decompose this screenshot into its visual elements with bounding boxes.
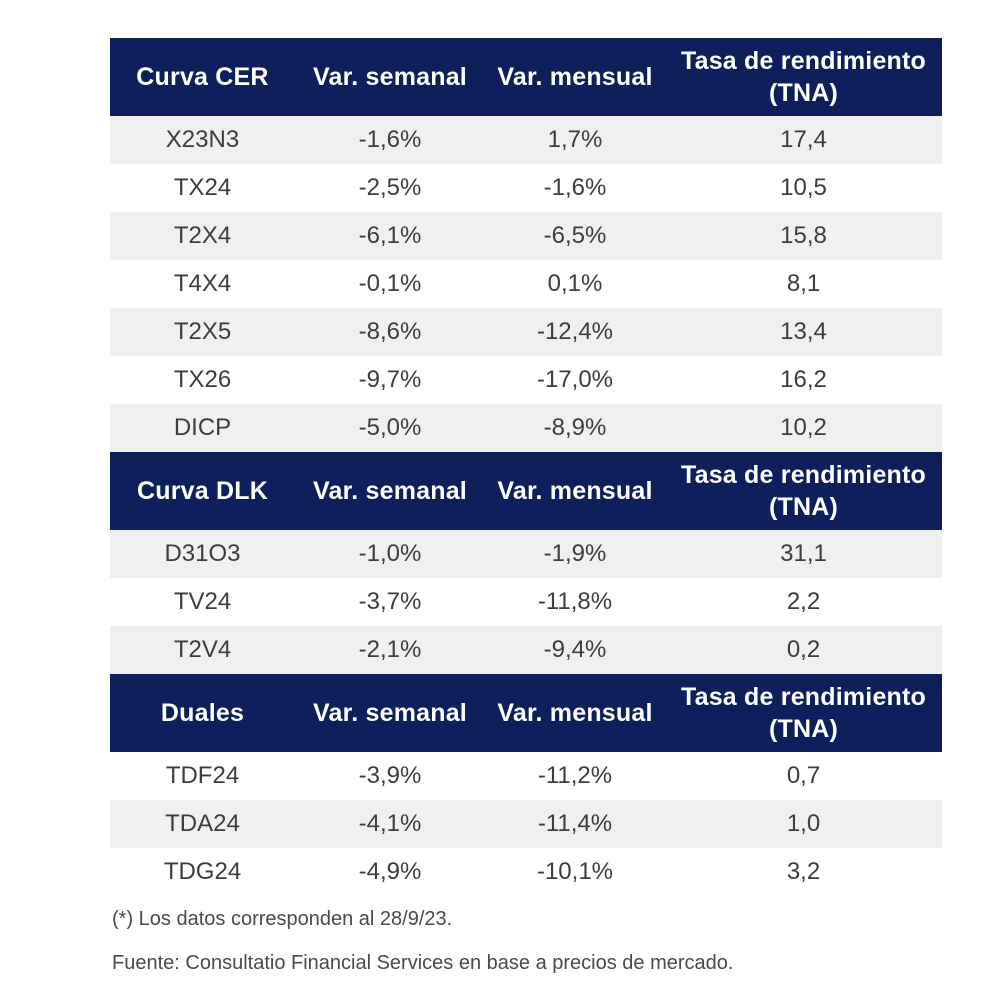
yield-cell: 0,2 <box>786 636 821 663</box>
ticker-cell: T2V4 <box>173 636 232 663</box>
monthly-var-cell: -11,2% <box>537 762 613 789</box>
ticker-cell: T2X4 <box>173 222 232 249</box>
header-monthly-var: Var. mensual <box>497 63 653 91</box>
yield-cell: 3,2 <box>786 858 821 885</box>
table-row: TV24 -3,7% -11,8% 2,2 <box>110 578 942 626</box>
header-yield-rate: Tasa de rendimiento (TNA) <box>680 47 927 107</box>
table-row: T2X5 -8,6% -12,4% 13,4 <box>110 308 942 356</box>
monthly-var-cell: -11,4% <box>537 810 613 837</box>
header-curve-name: Duales <box>160 699 245 727</box>
monthly-var-cell: -1,9% <box>543 540 607 567</box>
table-row: TDA24 -4,1% -11,4% 1,0 <box>110 800 942 848</box>
yield-cell: 15,8 <box>780 222 827 249</box>
table-row: T4X4 -0,1% 0,1% 8,1 <box>110 260 942 308</box>
monthly-var-cell: -6,5% <box>543 222 607 249</box>
bond-table: Curva CER Var. semanal Var. mensual Tasa… <box>110 38 942 896</box>
yield-cell: 31,1 <box>780 540 827 567</box>
table-row: DICP -5,0% -8,9% 10,2 <box>110 404 942 452</box>
header-yield-rate: Tasa de rendimiento (TNA) <box>680 683 927 743</box>
table-row: T2V4 -2,1% -9,4% 0,2 <box>110 626 942 674</box>
ticker-cell: TX26 <box>173 366 232 393</box>
table-row: TDF24 -3,9% -11,2% 0,7 <box>110 752 942 800</box>
weekly-var-cell: -1,6% <box>358 126 422 153</box>
monthly-var-cell: -10,1% <box>536 858 614 885</box>
yield-cell: 8,1 <box>786 270 821 297</box>
monthly-var-cell: -1,6% <box>543 174 607 201</box>
weekly-var-cell: -0,1% <box>358 270 422 297</box>
section-header-duales: Duales Var. semanal Var. mensual Tasa de… <box>110 674 942 752</box>
monthly-var-cell: -8,9% <box>543 414 607 441</box>
section-header-cer: Curva CER Var. semanal Var. mensual Tasa… <box>110 38 942 116</box>
weekly-var-cell: -9,7% <box>358 366 422 393</box>
yield-cell: 10,5 <box>780 174 827 201</box>
yield-cell: 10,2 <box>780 414 827 441</box>
weekly-var-cell: -3,9% <box>358 762 422 789</box>
ticker-cell: TDF24 <box>165 762 240 789</box>
ticker-cell: TV24 <box>173 588 232 615</box>
source-note: Fuente: Consultatio Financial Services e… <box>112 952 734 974</box>
monthly-var-cell: 0,1% <box>547 270 603 297</box>
monthly-var-cell: -9,4% <box>543 636 607 663</box>
yield-cell: 2,2 <box>786 588 821 615</box>
weekly-var-cell: -6,1% <box>358 222 422 249</box>
header-curve-name: Curva CER <box>136 63 269 91</box>
weekly-var-cell: -4,1% <box>358 810 422 837</box>
table-row: X23N3 -1,6% 1,7% 17,4 <box>110 116 942 164</box>
table-row: TDG24 -4,9% -10,1% 3,2 <box>110 848 942 896</box>
table-row: TX26 -9,7% -17,0% 16,2 <box>110 356 942 404</box>
ticker-cell: T2X5 <box>173 318 232 345</box>
yield-cell: 17,4 <box>780 126 827 153</box>
data-date-note: (*) Los datos corresponden al 28/9/23. <box>112 908 453 930</box>
yield-cell: 13,4 <box>780 318 827 345</box>
header-yield-rate: Tasa de rendimiento (TNA) <box>680 461 927 521</box>
ticker-cell: TDA24 <box>165 810 240 837</box>
weekly-var-cell: -3,7% <box>358 588 422 615</box>
monthly-var-cell: -12,4% <box>536 318 614 345</box>
weekly-var-cell: -4,9% <box>358 858 422 885</box>
weekly-var-cell: -5,0% <box>358 414 422 441</box>
ticker-cell: DICP <box>173 414 232 441</box>
ticker-cell: D31O3 <box>164 540 241 567</box>
table-row: D31O3 -1,0% -1,9% 31,1 <box>110 530 942 578</box>
yield-cell: 1,0 <box>786 810 821 837</box>
monthly-var-cell: 1,7% <box>547 126 603 153</box>
ticker-cell: T4X4 <box>173 270 232 297</box>
header-monthly-var: Var. mensual <box>497 477 653 505</box>
header-curve-name: Curva DLK <box>137 477 268 505</box>
header-weekly-var: Var. semanal <box>313 699 467 727</box>
ticker-cell: TDG24 <box>163 858 242 885</box>
monthly-var-cell: -17,0% <box>536 366 614 393</box>
table-row: T2X4 -6,1% -6,5% 15,8 <box>110 212 942 260</box>
weekly-var-cell: -1,0% <box>358 540 422 567</box>
header-weekly-var: Var. semanal <box>313 63 467 91</box>
yield-cell: 16,2 <box>780 366 827 393</box>
yield-cell: 0,7 <box>786 762 821 789</box>
ticker-cell: X23N3 <box>165 126 240 153</box>
ticker-cell: TX24 <box>173 174 232 201</box>
table-row: TX24 -2,5% -1,6% 10,5 <box>110 164 942 212</box>
weekly-var-cell: -2,1% <box>358 636 422 663</box>
weekly-var-cell: -2,5% <box>358 174 422 201</box>
header-monthly-var: Var. mensual <box>497 699 653 727</box>
header-weekly-var: Var. semanal <box>313 477 467 505</box>
monthly-var-cell: -11,8% <box>537 588 613 615</box>
section-header-dlk: Curva DLK Var. semanal Var. mensual Tasa… <box>110 452 942 530</box>
weekly-var-cell: -8,6% <box>358 318 422 345</box>
